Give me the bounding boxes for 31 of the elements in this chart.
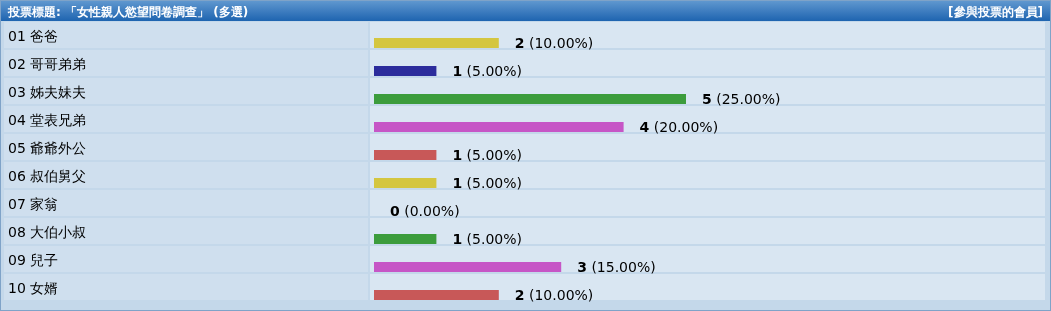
data-label: 4 (20.00%) (639, 119, 719, 135)
y-tick-label: 03 姊夫妹夫 (8, 84, 87, 100)
bar (374, 150, 437, 160)
y-tick-label: 09 兒子 (8, 252, 59, 268)
y-tick-label: 04 堂表兄弟 (8, 112, 87, 128)
bar (374, 234, 437, 244)
y-tick-label: 06 叔伯舅父 (8, 168, 87, 184)
data-label: 0 (0.00%) (390, 203, 460, 219)
text: 投票標題: 「女性親人慾望問卷調查」 (多選) (7, 5, 249, 19)
text: [參與投票的會員] (948, 5, 1043, 19)
y-tick-label: 01 爸爸 (8, 28, 59, 44)
y-tick-label: 02 哥哥弟弟 (8, 56, 87, 72)
bar (374, 122, 624, 132)
data-label: 1 (5.00%) (452, 231, 523, 247)
data-label: 5 (25.00%) (702, 91, 781, 107)
data-label: 2 (10.00%) (514, 287, 594, 303)
bar (374, 262, 562, 272)
bar (374, 290, 499, 300)
bar (374, 94, 686, 104)
y-tick-label: 10 女婿 (8, 280, 59, 296)
bar (374, 38, 499, 48)
y-tick-label: 05 爺爺外公 (8, 140, 87, 156)
bar (374, 178, 437, 188)
data-label: 1 (5.00%) (452, 147, 523, 163)
data-label: 1 (5.00%) (452, 63, 523, 79)
y-tick-label: 07 家翁 (8, 196, 59, 212)
bar (374, 66, 437, 76)
data-label: 2 (10.00%) (514, 35, 594, 51)
data-label: 3 (15.00%) (577, 259, 656, 275)
data-label: 1 (5.00%) (452, 175, 523, 191)
y-tick-label: 08 大伯小叔 (8, 224, 87, 240)
